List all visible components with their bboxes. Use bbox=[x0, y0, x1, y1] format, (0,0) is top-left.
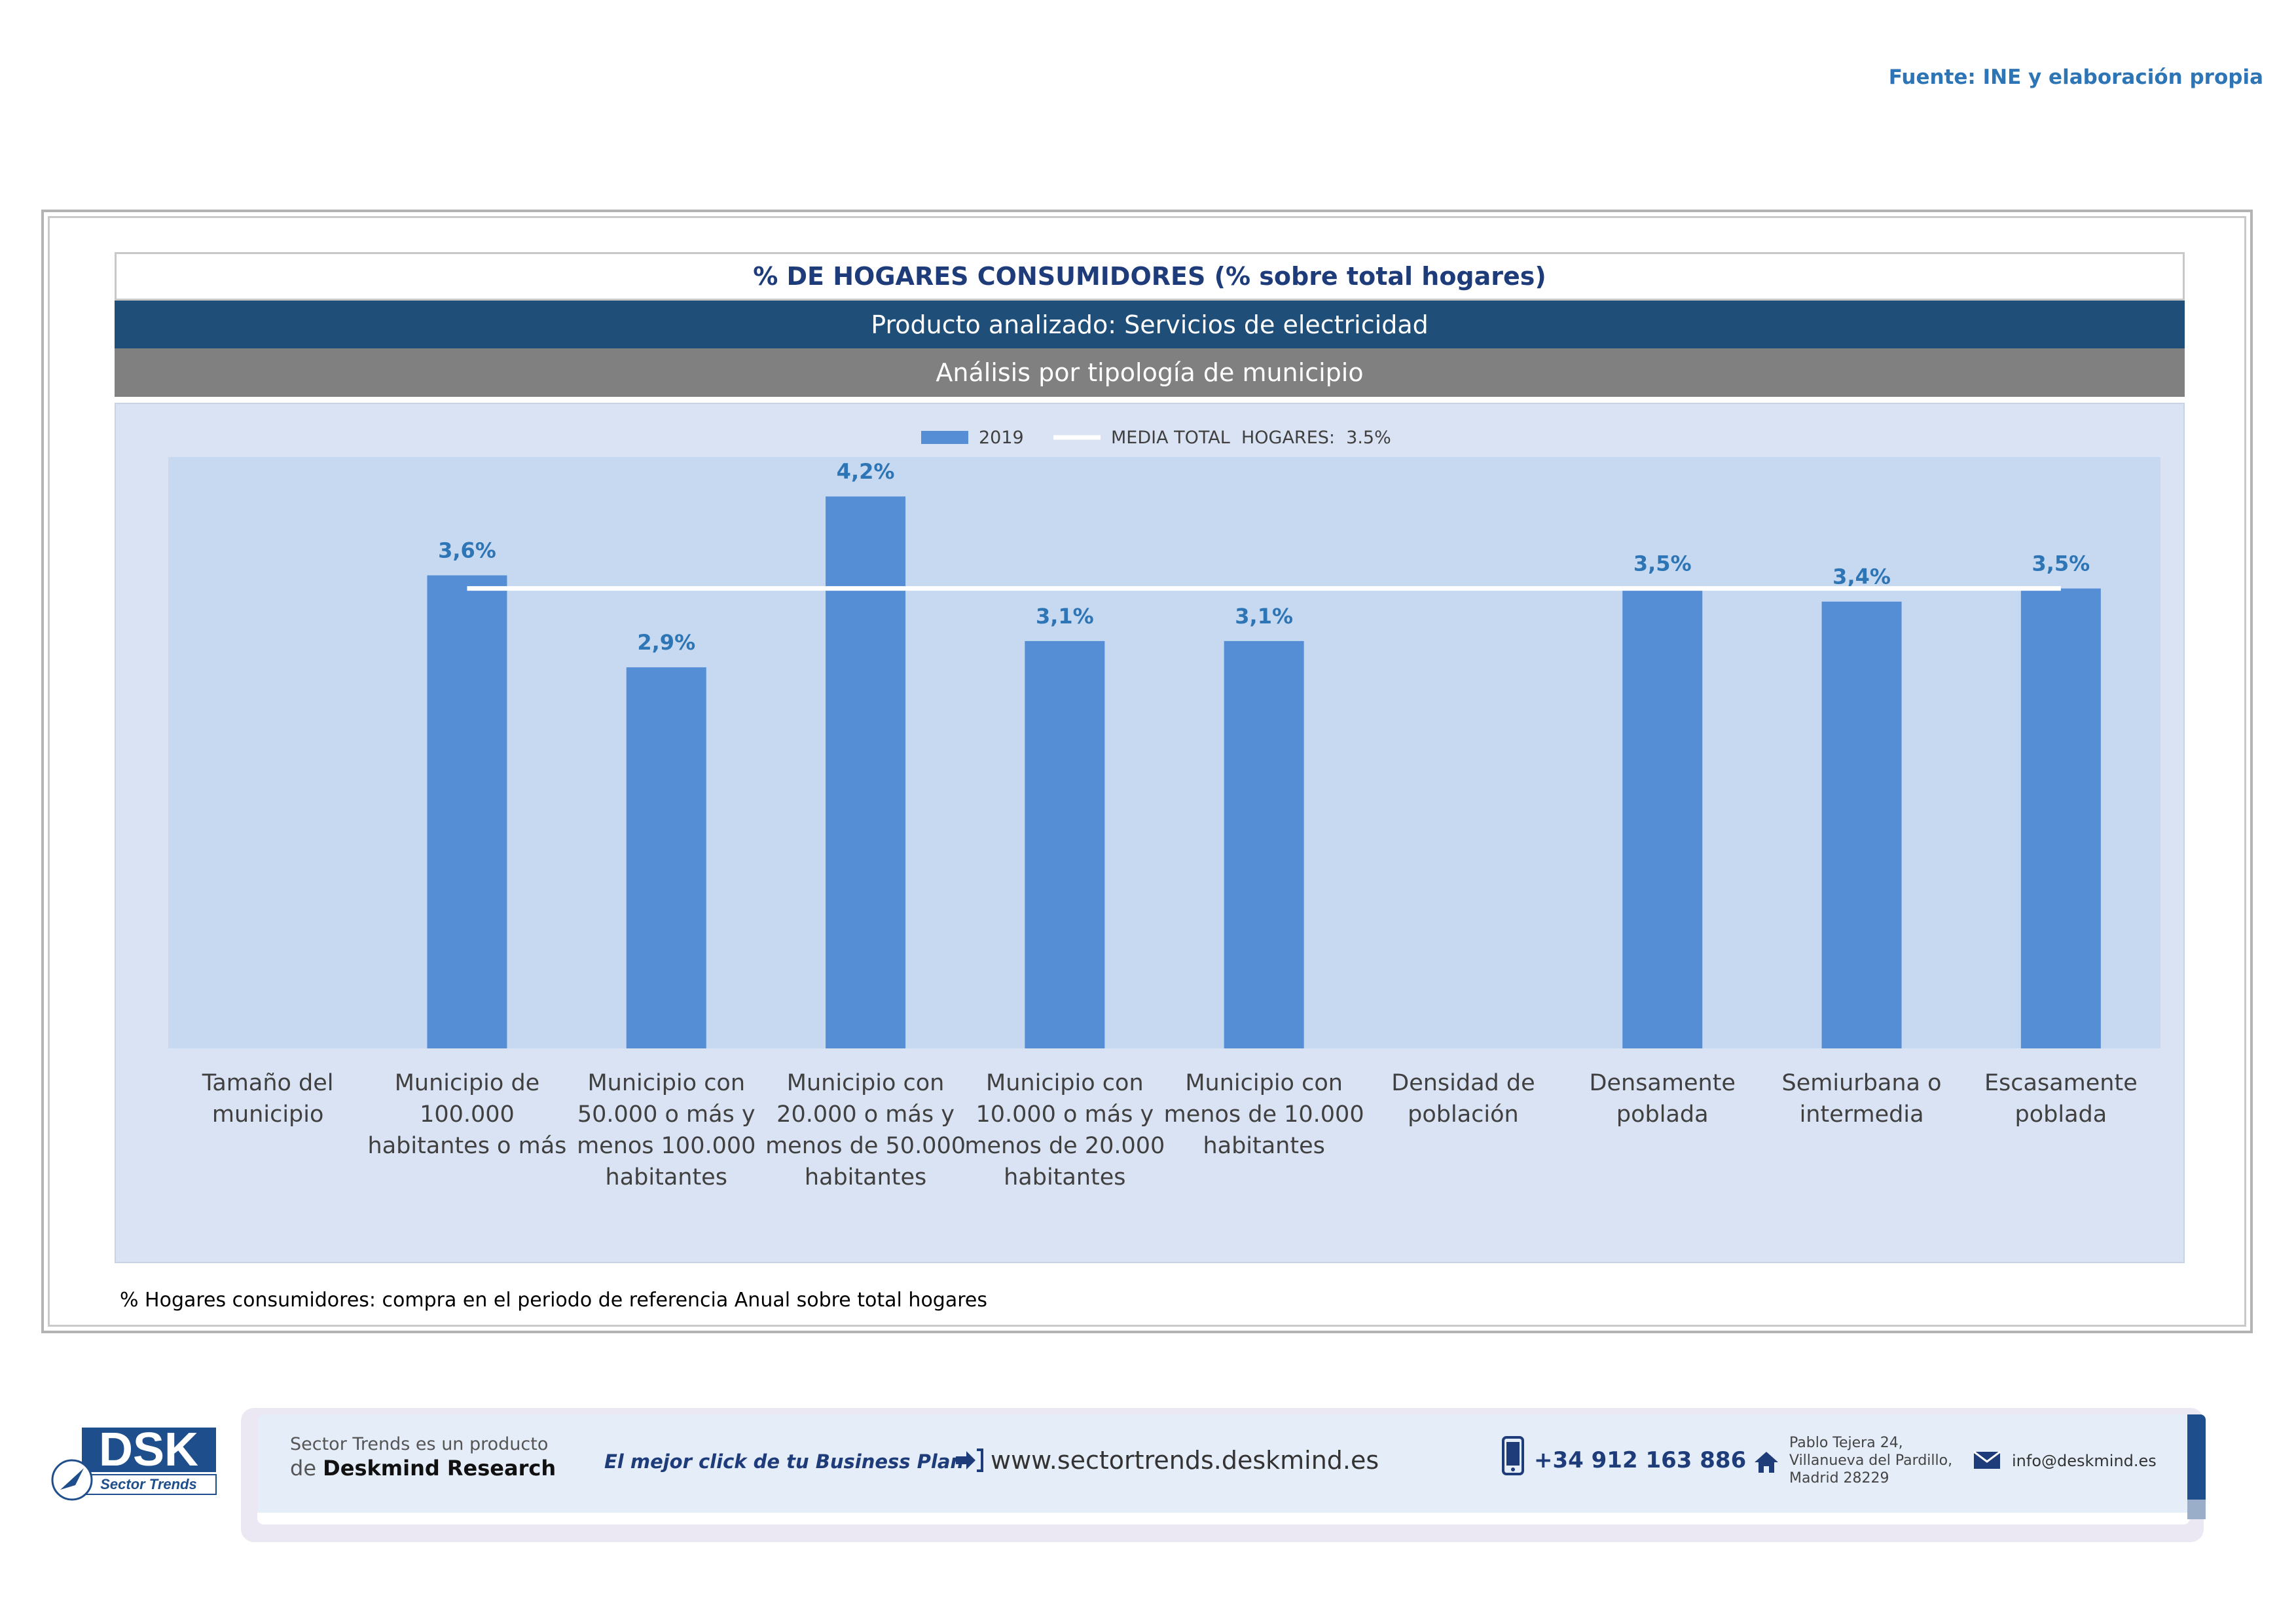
data-label-9: 3,5% bbox=[2032, 551, 2090, 576]
bar-9 bbox=[2020, 588, 2101, 1048]
category-label-0: Tamaño del municipio bbox=[202, 1070, 334, 1128]
analysis-header: Análisis por tipología de municipio bbox=[115, 348, 2185, 397]
footer-address: Pablo Tejera 24, Villanueva del Pardillo… bbox=[1789, 1435, 1953, 1486]
bar-3 bbox=[826, 496, 906, 1048]
phone-icon bbox=[1501, 1435, 1525, 1479]
bar-7 bbox=[1622, 588, 1703, 1048]
legend-label-2019: 2019 bbox=[979, 428, 1024, 448]
data-label-8: 3,4% bbox=[1832, 564, 1891, 589]
bar-8 bbox=[1821, 601, 1902, 1048]
bar-4 bbox=[1025, 640, 1105, 1048]
footer-website-link[interactable]: www.sectortrends.deskmind.es bbox=[991, 1446, 1379, 1475]
data-label-2: 2,9% bbox=[637, 630, 695, 655]
source-note: Fuente: INE y elaboración propia bbox=[1888, 65, 2263, 89]
mail-icon bbox=[1973, 1450, 2001, 1473]
bar-chart: 2019 MEDIA TOTAL HOGARES: 3.5% 3,6% 2,9% 4,2… bbox=[168, 428, 2160, 1190]
category-label-1: Municipio de 100.000 habitantes o más bbox=[368, 1070, 567, 1159]
chart-area: 2019 MEDIA TOTAL HOGARES: 3.5% 3,6% 2,9% 4,2… bbox=[115, 403, 2185, 1263]
footer-phone[interactable]: +34 912 163 886 bbox=[1534, 1447, 1747, 1473]
bar-5 bbox=[1224, 640, 1304, 1048]
login-arrow-icon bbox=[955, 1447, 985, 1476]
category-label-3: Municipio con 20.000 o más y menos de 50.0… bbox=[765, 1070, 966, 1190]
category-label-6: Densidad de población bbox=[1391, 1070, 1535, 1128]
data-label-5: 3,1% bbox=[1235, 604, 1293, 629]
dsk-logo: DSK Sector Trends bbox=[46, 1424, 219, 1503]
footer-banner: Sector Trends es un producto de Deskmind… bbox=[257, 1414, 2206, 1524]
product-header: Producto analizado: Servicios de electri… bbox=[115, 301, 2185, 348]
bar-1 bbox=[427, 575, 507, 1048]
bar-2 bbox=[626, 667, 706, 1048]
svg-text:Sector Trends: Sector Trends bbox=[100, 1476, 197, 1492]
category-label-8: Semiurbana o intermedia bbox=[1782, 1070, 1942, 1128]
footer-slogan: El mejor click de tu Business Plan bbox=[604, 1450, 964, 1473]
banner-accent-lower bbox=[2187, 1500, 2206, 1519]
footer-brand-line: de Deskmind Research bbox=[290, 1456, 556, 1481]
category-label-9: Escasamente poblada bbox=[1984, 1070, 2138, 1128]
home-icon bbox=[1753, 1450, 1779, 1477]
data-label-3: 4,2% bbox=[837, 459, 895, 484]
data-label-1: 3,6% bbox=[438, 538, 496, 563]
category-label-7: Densamente poblada bbox=[1590, 1070, 1736, 1128]
svg-text:DSK: DSK bbox=[99, 1428, 198, 1476]
inner-frame bbox=[48, 216, 2246, 1327]
data-label-4: 3,1% bbox=[1036, 604, 1094, 629]
category-label-5: Municipio con menos de 10.000 habitantes bbox=[1164, 1070, 1364, 1159]
category-label-2: Municipio con 50.000 o más y menos 100.000… bbox=[577, 1070, 756, 1190]
outer-frame bbox=[41, 210, 2253, 1333]
footnote: % Hogares consumidores: compra en el per… bbox=[120, 1289, 987, 1312]
banner-accent bbox=[2187, 1414, 2206, 1500]
chart-title: % DE HOGARES CONSUMIDORES (% sobre total… bbox=[115, 252, 2185, 301]
legend-label-media: MEDIA TOTAL HOGARES: 3.5% bbox=[1111, 428, 1391, 448]
footer-product-line: Sector Trends es un producto bbox=[290, 1434, 549, 1454]
legend-swatch-2019 bbox=[921, 431, 968, 444]
category-label-4: Municipio con 10.000 o más y menos de 20.0… bbox=[964, 1070, 1165, 1190]
data-label-7: 3,5% bbox=[1633, 551, 1692, 576]
footer-email-link[interactable]: info@deskmind.es bbox=[2012, 1452, 2157, 1470]
